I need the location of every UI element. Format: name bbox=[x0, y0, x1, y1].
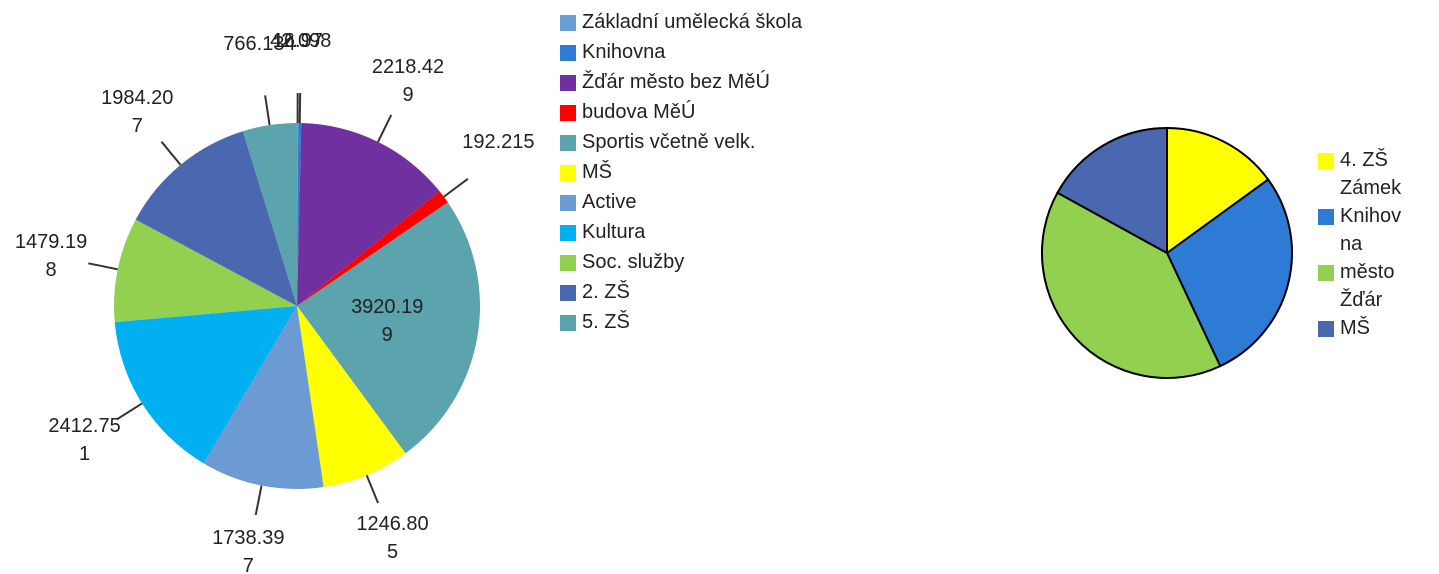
pie-slice bbox=[203, 306, 324, 489]
legend-label: Sportis včetně velk. bbox=[582, 131, 756, 153]
legend-item: 5. ZŠ bbox=[560, 308, 822, 336]
legend-swatch bbox=[1318, 321, 1334, 337]
leader-line bbox=[116, 402, 143, 421]
legend-label: Kultura bbox=[582, 221, 646, 243]
pie-slice bbox=[1165, 178, 1293, 368]
data-label: 766.134 bbox=[223, 32, 296, 55]
pie-slice bbox=[297, 202, 480, 454]
legend-label: 5. ZŠ bbox=[582, 311, 630, 333]
legend-item: Sportis včetně velk. bbox=[560, 128, 822, 156]
legend-item: Žďár město bez MěÚ bbox=[560, 68, 822, 96]
legend-label: 4. ZŠ Zámek bbox=[1340, 149, 1402, 199]
leader-line bbox=[88, 262, 118, 271]
legend-swatch bbox=[560, 75, 576, 91]
pie-slice bbox=[1056, 126, 1168, 255]
data-label: 1246.805 bbox=[356, 513, 429, 564]
pie-slice bbox=[297, 306, 406, 488]
legend-item: město Žďár bbox=[1318, 258, 1412, 314]
legend-label: město Žďár bbox=[1340, 261, 1395, 311]
legend-item: Soc. služby bbox=[560, 248, 822, 276]
legend-label: Soc. služby bbox=[582, 251, 685, 273]
data-label: 3920.199 bbox=[351, 296, 424, 347]
pie-slice bbox=[114, 306, 297, 464]
legend-label: 2. ZŠ bbox=[582, 281, 630, 303]
legend-label: Žďár město bez MěÚ bbox=[582, 71, 770, 93]
legend-swatch bbox=[560, 135, 576, 151]
leader-line bbox=[443, 178, 469, 198]
legend-label: Knihovna bbox=[1340, 205, 1402, 255]
data-label: 1479.198 bbox=[14, 230, 88, 281]
legend-swatch bbox=[560, 315, 576, 331]
legend-item: Základní umělecká škola bbox=[560, 8, 822, 36]
leader-line bbox=[264, 95, 271, 126]
leader-line bbox=[377, 114, 393, 143]
legend-swatch bbox=[560, 195, 576, 211]
legend-swatch bbox=[1318, 209, 1334, 225]
legend-item: Knihovna bbox=[560, 38, 822, 66]
legend-label: Základní umělecká škola bbox=[582, 11, 803, 33]
leader-line bbox=[365, 474, 379, 504]
legend-item: 2. ZŠ bbox=[560, 278, 822, 306]
pie-slice bbox=[297, 123, 299, 306]
legend-swatch bbox=[1318, 153, 1334, 169]
pie-slice bbox=[297, 191, 448, 306]
legend-label: Knihovna bbox=[582, 41, 666, 63]
leader-line bbox=[160, 141, 182, 166]
legend-swatch bbox=[560, 225, 576, 241]
legend-swatch bbox=[560, 255, 576, 271]
legend-swatch bbox=[560, 285, 576, 301]
legend-label: MŠ bbox=[582, 161, 612, 183]
pie-slice bbox=[297, 123, 302, 306]
data-label: 16.97 bbox=[272, 30, 323, 52]
legend-item: budova MěÚ bbox=[560, 98, 822, 126]
data-label: 2218.429 bbox=[371, 55, 445, 106]
legend-swatch bbox=[560, 165, 576, 181]
legend-swatch bbox=[1318, 265, 1334, 281]
pie-slice bbox=[242, 123, 297, 306]
leader-line bbox=[254, 485, 263, 516]
data-label: 2412.751 bbox=[48, 414, 121, 465]
legend-swatch bbox=[560, 15, 576, 31]
legend-item: Knihovna bbox=[1318, 202, 1412, 258]
pie-slice bbox=[114, 219, 297, 323]
pie-slice bbox=[1166, 126, 1270, 255]
data-label: 192.215 bbox=[462, 131, 535, 154]
pie-slice bbox=[297, 123, 440, 306]
legend-item: MŠ bbox=[560, 158, 822, 186]
legend-item: Kultura bbox=[560, 218, 822, 246]
data-label: 1984.207 bbox=[101, 87, 174, 138]
legend-label: Active bbox=[582, 191, 637, 213]
legend-item: Active bbox=[560, 188, 822, 216]
legend-label: MŠ bbox=[1340, 317, 1370, 339]
legend-item: 4. ZŠ Zámek bbox=[1318, 146, 1412, 202]
legend-item: MŠ bbox=[1318, 314, 1412, 342]
legend-swatch bbox=[560, 105, 576, 121]
pie-slice bbox=[135, 131, 297, 306]
legend-label: budova MěÚ bbox=[582, 101, 696, 123]
data-label: 1738.397 bbox=[212, 527, 285, 574]
legend-swatch bbox=[560, 45, 576, 61]
pie-slice bbox=[1041, 191, 1222, 379]
data-label: 42.098 bbox=[270, 30, 332, 53]
